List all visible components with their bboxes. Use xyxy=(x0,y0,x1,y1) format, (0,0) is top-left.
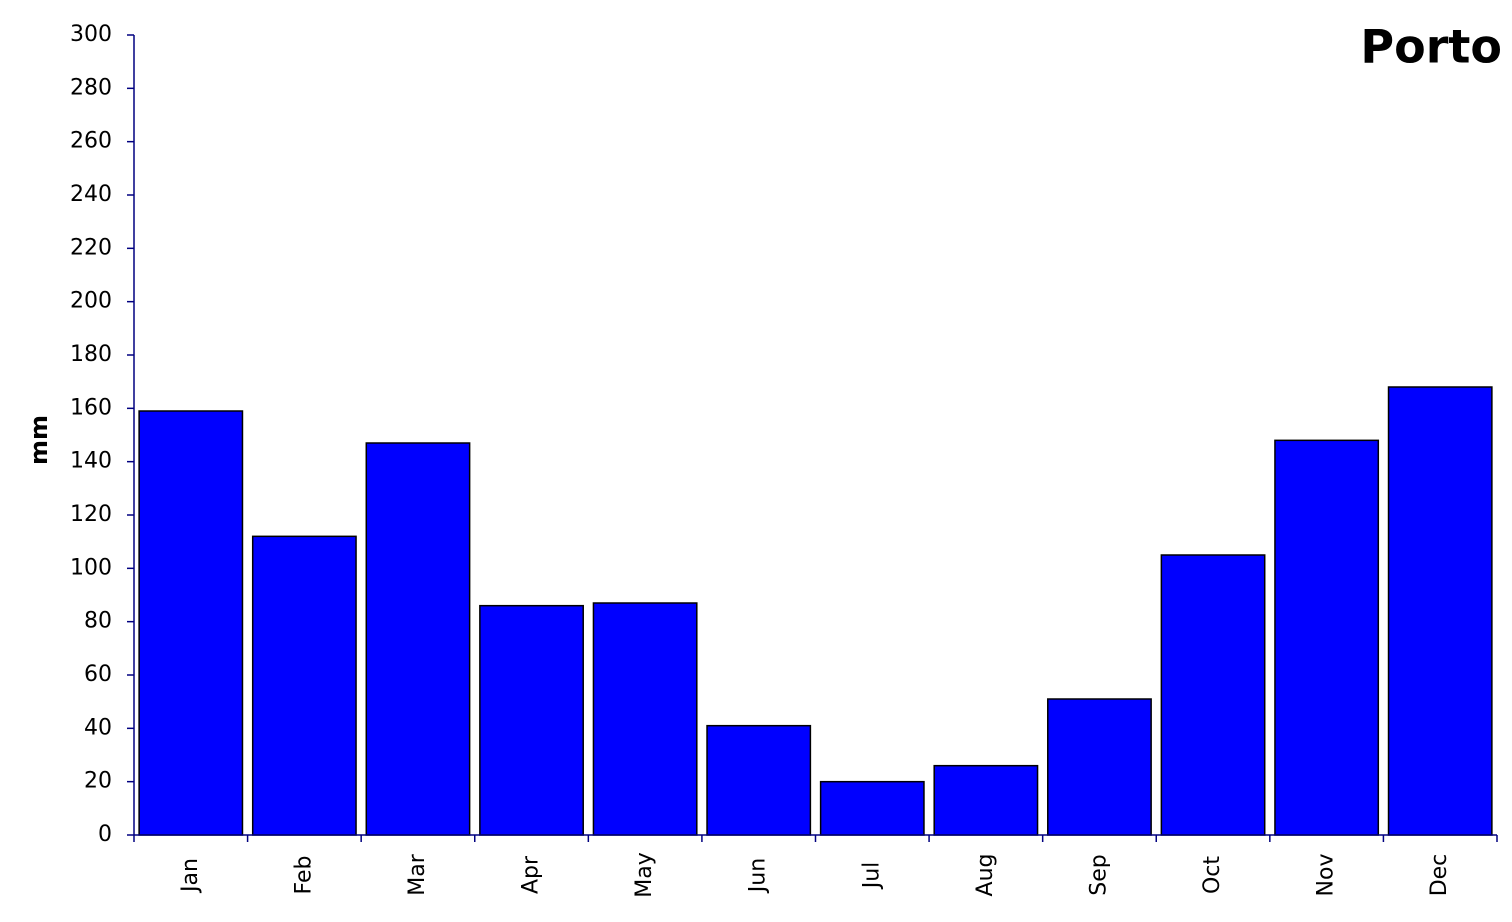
x-tick-label: Apr xyxy=(519,855,544,894)
bar xyxy=(706,724,812,836)
x-tick-label: Feb xyxy=(291,856,316,895)
bar xyxy=(479,604,584,836)
y-tick-label: 0 xyxy=(98,822,112,847)
y-tick-label: 20 xyxy=(84,769,112,794)
chart-title: Porto xyxy=(1360,20,1502,74)
bar xyxy=(933,764,1039,836)
x-tick-label: Jan xyxy=(178,858,203,894)
x-tick-label: May xyxy=(632,852,657,897)
bar xyxy=(1160,554,1266,836)
y-tick-label: 260 xyxy=(70,129,112,154)
bar xyxy=(1387,386,1493,836)
bar xyxy=(592,602,698,836)
bar xyxy=(819,780,925,836)
bar xyxy=(1274,439,1380,836)
x-tick-label: Jul xyxy=(859,862,884,891)
x-tick-label: Dec xyxy=(1427,854,1452,897)
y-tick-label: 160 xyxy=(70,395,112,420)
y-tick-label: 80 xyxy=(84,609,112,634)
x-tick-label: Aug xyxy=(973,854,998,897)
y-tick-label: 200 xyxy=(70,289,112,314)
y-tick-label: 280 xyxy=(70,75,112,100)
y-axis-label: mm xyxy=(25,415,53,465)
y-tick-label: 300 xyxy=(70,22,112,47)
bar xyxy=(251,535,357,836)
y-tick-label: 240 xyxy=(70,182,112,207)
y-tick-label: 40 xyxy=(84,715,112,740)
y-tick-label: 100 xyxy=(70,555,112,580)
bar xyxy=(1047,698,1152,836)
bar xyxy=(365,442,471,836)
x-tick-label: Jun xyxy=(746,858,771,894)
y-tick-label: 140 xyxy=(70,449,112,474)
y-tick-label: 220 xyxy=(70,235,112,260)
x-tick-label: Oct xyxy=(1200,856,1225,894)
x-tick-label: Sep xyxy=(1086,854,1111,895)
bar xyxy=(138,410,244,836)
y-tick-label: 60 xyxy=(84,662,112,687)
y-tick-label: 120 xyxy=(70,502,112,527)
x-tick-label: Nov xyxy=(1314,854,1339,897)
y-tick-label: 180 xyxy=(70,342,112,367)
x-tick-label: Mar xyxy=(405,853,430,895)
